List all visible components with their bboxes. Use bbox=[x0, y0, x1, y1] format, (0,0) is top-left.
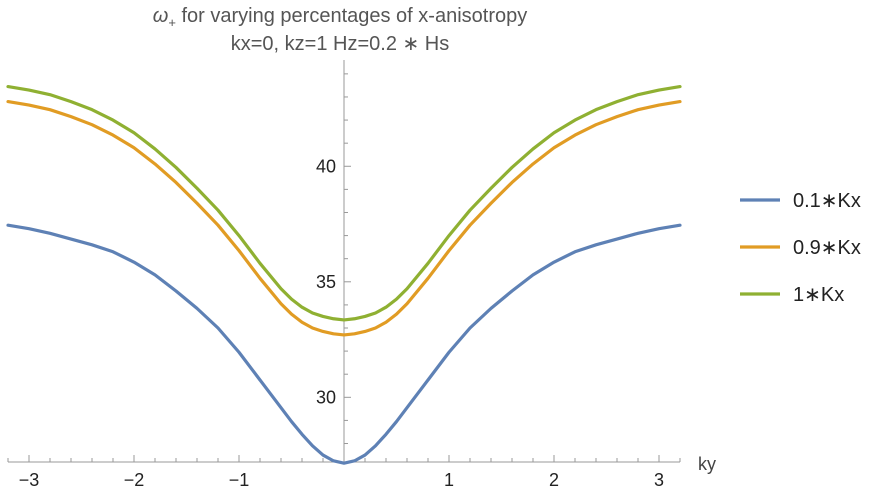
x-tick-label: 2 bbox=[549, 470, 559, 490]
title-subscript: + bbox=[168, 15, 176, 30]
x-tick-label: 3 bbox=[654, 470, 664, 490]
y-tick-label: 40 bbox=[316, 156, 336, 176]
x-tick-label: −2 bbox=[124, 470, 145, 490]
x-tick-label: −3 bbox=[19, 470, 40, 490]
plot-area: −3 −2 −1 1 2 3 30 35 40 bbox=[6, 60, 682, 490]
series-line-1 bbox=[6, 223, 682, 465]
x-axis-label: ky bbox=[698, 454, 716, 474]
title-rest: for varying percentages of x-anisotropy bbox=[176, 5, 527, 27]
series-line-2 bbox=[6, 99, 682, 337]
x-tick-label: 1 bbox=[444, 470, 454, 490]
series-line-3 bbox=[6, 84, 682, 322]
chart-subtitle: kx=0, kz=1 Hz=0.2 ∗ Hs bbox=[231, 33, 450, 55]
legend-label-1: 0.1∗Kx bbox=[793, 190, 861, 212]
legend: 0.1∗Kx 0.9∗Kx 1∗Kx bbox=[740, 190, 861, 306]
legend-label-2: 0.9∗Kx bbox=[793, 237, 861, 259]
x-tick-label: −1 bbox=[229, 470, 250, 490]
title-symbol: ω bbox=[153, 5, 169, 27]
y-tick-label: 35 bbox=[316, 272, 336, 292]
y-tick-label: 30 bbox=[316, 387, 336, 407]
chart-title: ω+ for varying percentages of x-anisotro… bbox=[153, 5, 527, 30]
legend-label-3: 1∗Kx bbox=[793, 284, 844, 306]
